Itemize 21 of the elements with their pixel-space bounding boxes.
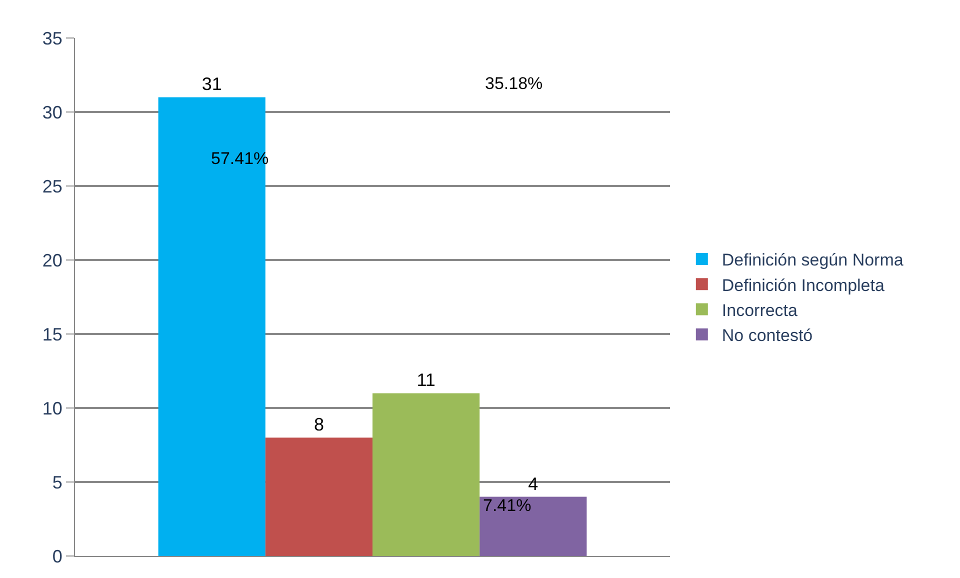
y-tick-label: 15: [42, 324, 62, 344]
bar: [480, 496, 587, 556]
bar: [372, 393, 480, 556]
legend-label: No contestó: [722, 326, 813, 345]
legend-label: Definición según Norma: [722, 250, 904, 270]
y-tick-label: 20: [42, 250, 62, 270]
y-tick-label: 35: [42, 28, 62, 48]
data-label: 8: [314, 414, 324, 435]
data-label: 11: [416, 370, 436, 390]
bar: [265, 438, 372, 556]
y-tick-label: 25: [42, 176, 62, 196]
data-label: 4: [528, 474, 538, 494]
y-tick-label: 0: [52, 546, 62, 566]
y-tick-label: 30: [42, 102, 62, 122]
y-tick-label: 10: [42, 398, 62, 418]
data-label: 31: [202, 74, 222, 94]
legend-label: Definición Incompleta: [722, 276, 885, 295]
y-tick-label: 5: [52, 472, 62, 492]
annotation: 35.18%: [485, 74, 543, 93]
legend-label: Incorrecta: [722, 300, 798, 320]
annotation: 7.41%: [483, 496, 532, 515]
